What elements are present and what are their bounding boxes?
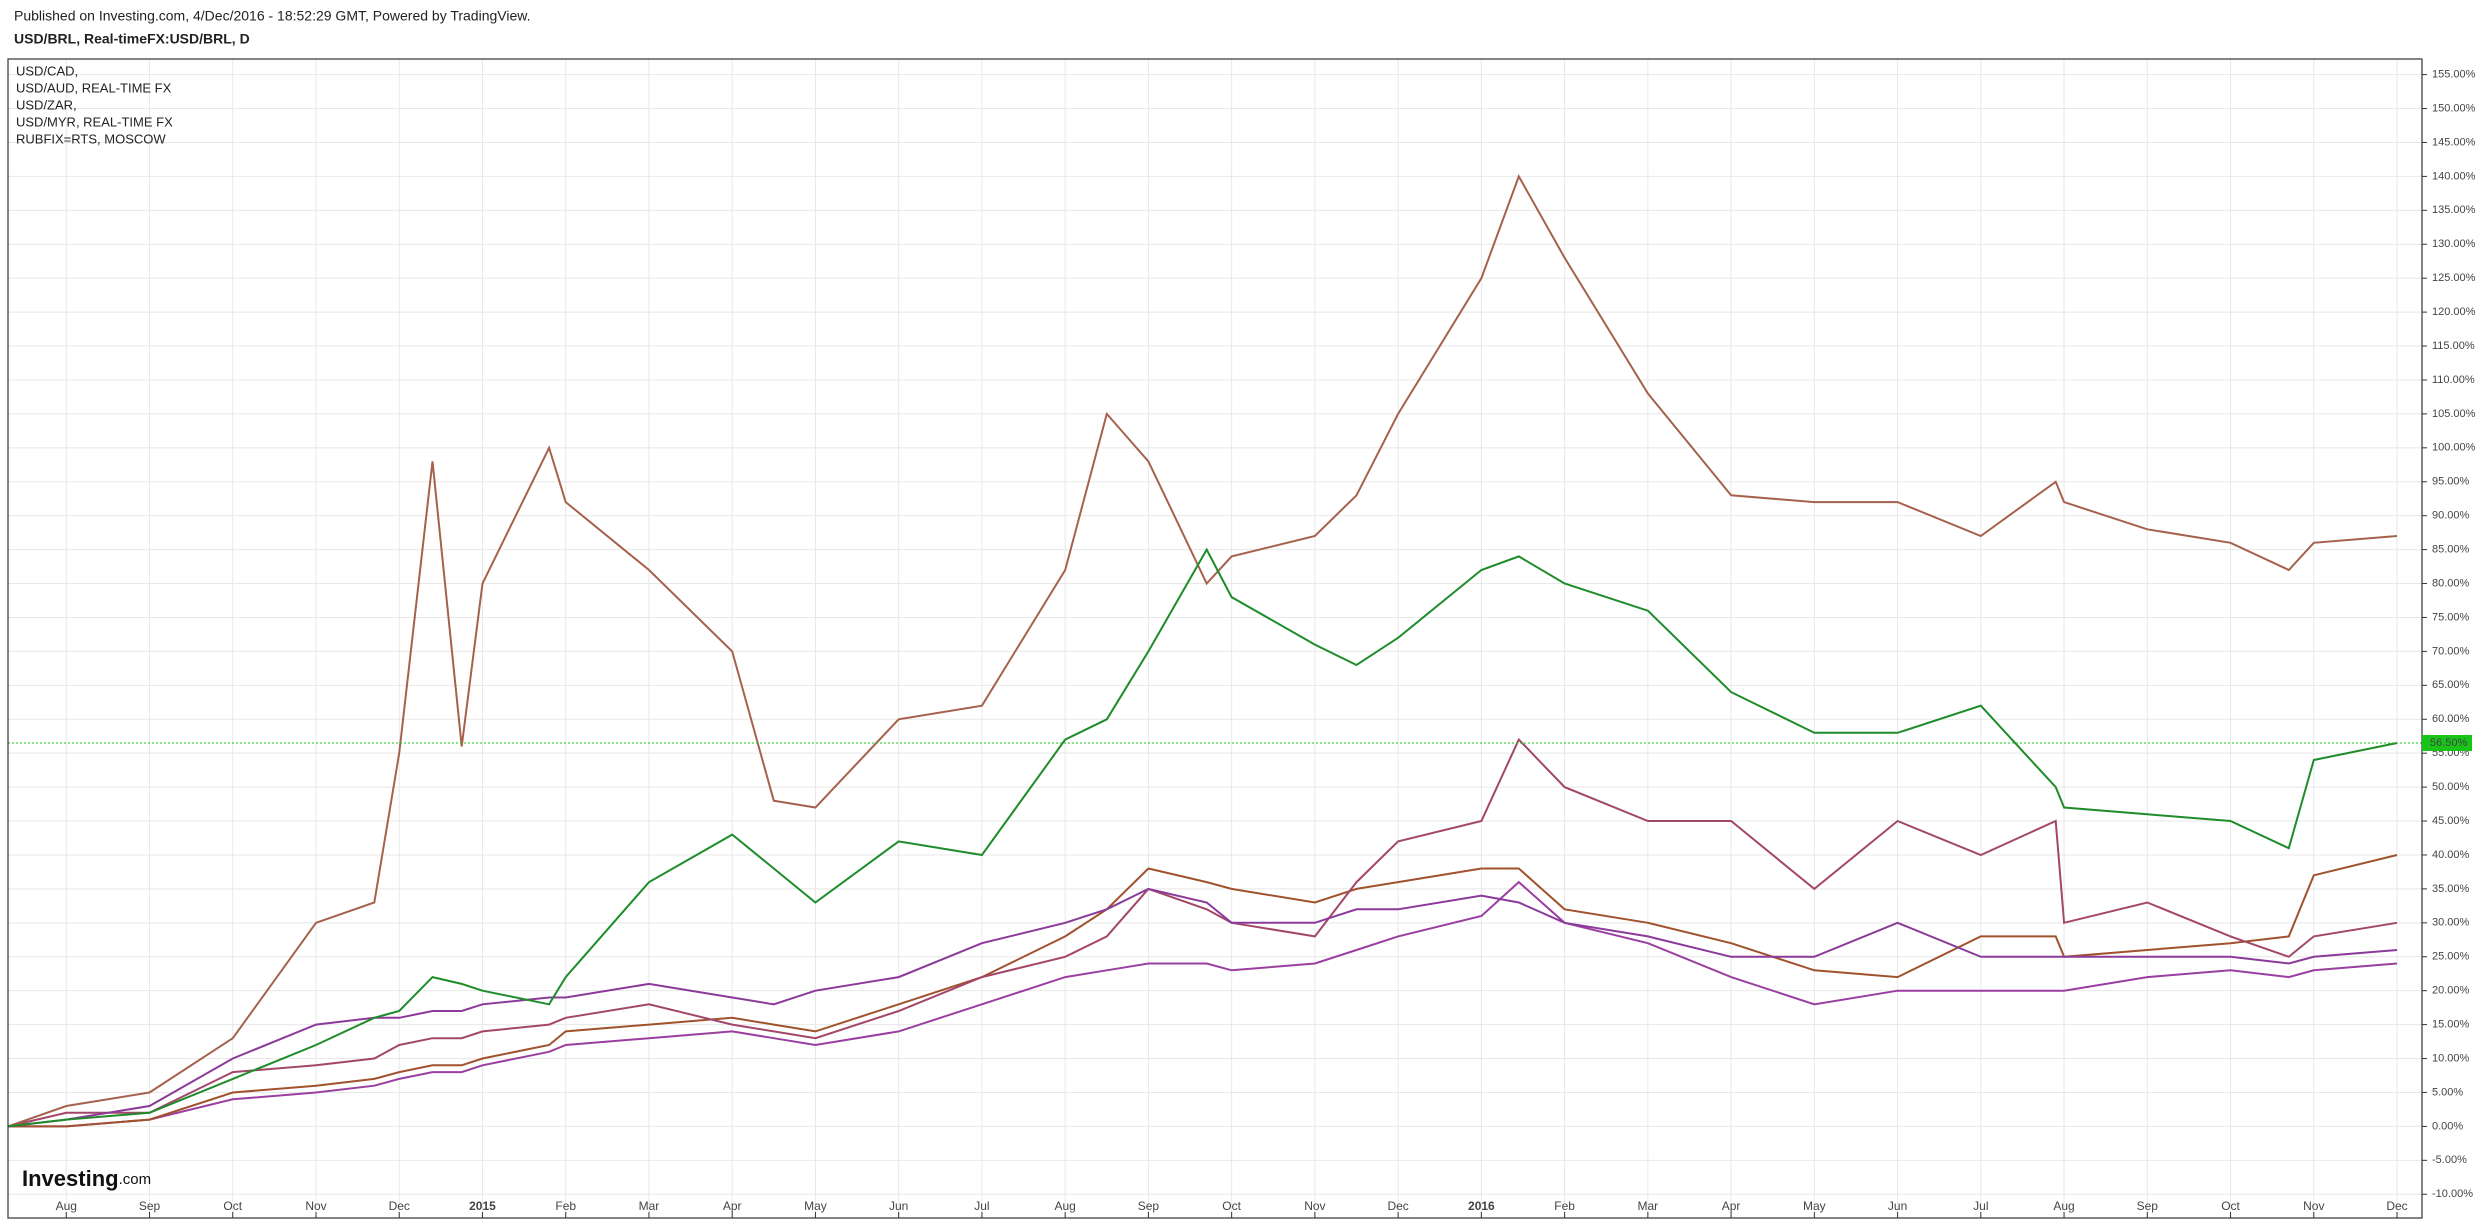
series-line <box>7 547 2398 1128</box>
series-line <box>8 880 2398 1128</box>
published-note: Published on Investing.com, 4/Dec/2016 -… <box>14 8 530 24</box>
x-tick-label: Aug <box>56 1199 77 1213</box>
y-tick-label: 60.00% <box>2432 713 2470 725</box>
x-tick-label: Sep <box>1138 1199 1160 1213</box>
y-tick-label: 155.00% <box>2432 69 2476 81</box>
y-tick-label: 90.00% <box>2432 510 2470 522</box>
x-tick-label: 2015 <box>469 1199 496 1213</box>
x-tick-label: Apr <box>723 1199 742 1213</box>
y-tick-label: 30.00% <box>2432 917 2470 929</box>
y-tick-label: 75.00% <box>2432 611 2470 623</box>
x-tick-label: Jun <box>1888 1199 1907 1213</box>
y-tick-label: 150.00% <box>2432 102 2476 114</box>
x-tick-label: May <box>1803 1199 1826 1213</box>
y-tick-label: 125.00% <box>2432 272 2476 284</box>
x-tick-label: Aug <box>1054 1199 1075 1213</box>
legend-entry: USD/CAD, <box>16 63 78 78</box>
x-tick-label: Nov <box>2303 1199 2324 1213</box>
y-tick-label: 5.00% <box>2432 1086 2463 1098</box>
x-tick-label: Sep <box>139 1199 161 1213</box>
x-tick-label: Mar <box>1638 1199 1659 1213</box>
y-tick-label: -10.00% <box>2432 1188 2473 1200</box>
y-tick-label: 45.00% <box>2432 815 2470 827</box>
y-tick-label: 110.00% <box>2432 374 2475 386</box>
x-tick-label: Jun <box>889 1199 908 1213</box>
y-tick-label: 85.00% <box>2432 544 2470 556</box>
y-tick-label: 80.00% <box>2432 577 2470 589</box>
x-tick-label: Oct <box>223 1199 242 1213</box>
y-tick-label: 140.00% <box>2432 170 2476 182</box>
y-tick-label: 70.00% <box>2432 645 2470 657</box>
y-tick-label: 135.00% <box>2432 204 2476 216</box>
y-tick-label: 20.00% <box>2432 985 2470 997</box>
legend-entry: USD/AUD, REAL-TIME FX <box>16 80 172 95</box>
y-tick-label: 145.00% <box>2432 136 2476 148</box>
price-label-box <box>2422 735 2472 751</box>
x-tick-label: Feb <box>555 1199 576 1213</box>
x-tick-label: Feb <box>1554 1199 1575 1213</box>
x-tick-label: Nov <box>1304 1199 1325 1213</box>
y-tick-label: 130.00% <box>2432 238 2476 250</box>
y-tick-label: 10.00% <box>2432 1052 2470 1064</box>
y-tick-label: 15.00% <box>2432 1019 2470 1031</box>
x-tick-label: 2016 <box>1468 1199 1495 1213</box>
legend-entry: USD/ZAR, <box>16 97 77 112</box>
series-line <box>7 887 2398 1128</box>
series-line <box>7 174 2398 1128</box>
x-tick-label: Oct <box>2221 1199 2240 1213</box>
series-line <box>7 737 2398 1128</box>
x-tick-label: Oct <box>1222 1199 1241 1213</box>
series-line <box>8 854 2398 1128</box>
x-tick-label: Aug <box>2053 1199 2074 1213</box>
plot-frame <box>7 58 2423 1219</box>
x-tick-label: Dec <box>1387 1199 1408 1213</box>
y-tick-label: 105.00% <box>2432 408 2476 420</box>
x-tick-label: Jul <box>1973 1199 1988 1213</box>
y-tick-label: 50.00% <box>2432 781 2470 793</box>
legend-entry: USD/MYR, REAL-TIME FX <box>16 114 173 129</box>
logo-suffix: .com <box>119 1171 152 1188</box>
y-tick-label: 95.00% <box>2432 476 2470 488</box>
x-tick-label: Dec <box>389 1199 410 1213</box>
chart-title: USD/BRL, Real-timeFX:USD/BRL, D <box>14 31 250 47</box>
legend-entry: RUBFIX=RTS, MOSCOW <box>16 131 166 146</box>
y-tick-label: 25.00% <box>2432 951 2470 963</box>
y-tick-label: 65.00% <box>2432 679 2470 691</box>
x-tick-label: Dec <box>2386 1199 2407 1213</box>
y-tick-label: 35.00% <box>2432 883 2470 895</box>
x-tick-label: May <box>804 1199 827 1213</box>
price-label: 56.50% <box>2430 737 2468 749</box>
logo-text: Investing <box>22 1166 119 1191</box>
x-tick-label: Jul <box>974 1199 989 1213</box>
y-tick-label: 0.00% <box>2432 1120 2463 1132</box>
x-tick-label: Nov <box>305 1199 326 1213</box>
logo: Investing.com <box>22 1166 151 1191</box>
plot-area <box>7 174 2422 1128</box>
y-tick-label: 115.00% <box>2432 340 2475 352</box>
y-tick-label: -5.00% <box>2432 1154 2467 1166</box>
x-tick-label: Mar <box>639 1199 660 1213</box>
x-tick-label: Apr <box>1722 1199 1741 1213</box>
x-tick-label: Sep <box>2137 1199 2159 1213</box>
grid <box>8 59 2422 1218</box>
y-tick-label: 40.00% <box>2432 849 2470 861</box>
y-tick-label: 100.00% <box>2432 442 2476 454</box>
y-tick-label: 120.00% <box>2432 306 2476 318</box>
